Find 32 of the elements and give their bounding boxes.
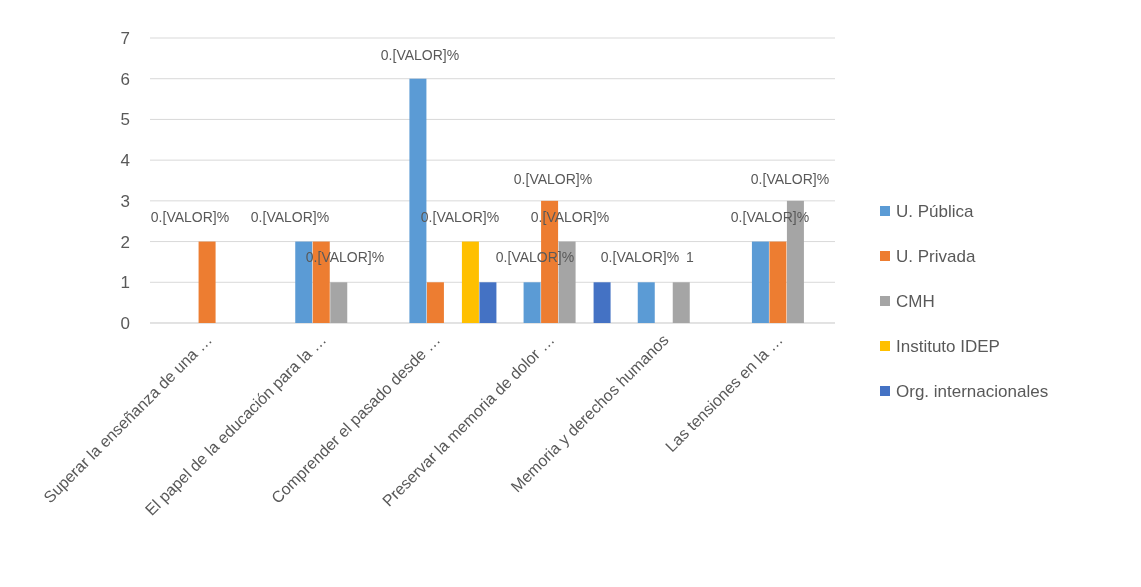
y-tick-label: 2: [120, 232, 130, 252]
annotation: 0.[VALOR]%: [730, 209, 810, 225]
y-tick-label: 5: [120, 110, 130, 130]
legend-label: CMH: [896, 291, 935, 311]
y-tick-label: 0: [120, 313, 130, 333]
bar: [672, 282, 690, 323]
y-tick-label: 7: [120, 28, 130, 48]
legend-label: Instituto IDEP: [896, 336, 1000, 356]
bar: [523, 282, 541, 323]
legend-label: U. Privada: [896, 246, 976, 266]
annotation: 0.[VALOR]%: [150, 209, 230, 225]
bar: [330, 282, 348, 323]
annotation: 0.[VALOR]%: [380, 47, 460, 63]
bar: [769, 241, 787, 323]
annotation: 0.[VALOR]%: [513, 171, 593, 187]
annotation: 0.[VALOR]%: [750, 171, 830, 187]
legend-label: U. Pública: [896, 201, 975, 221]
bar: [198, 241, 216, 323]
bar: [593, 282, 611, 323]
y-tick-label: 3: [120, 191, 130, 211]
y-tick-label: 1: [120, 273, 130, 293]
legend-label: Org. internacionales: [896, 381, 1049, 401]
annotation: 0.[VALOR]%: [250, 209, 330, 225]
bar: [426, 282, 444, 323]
y-tick-label: 6: [120, 69, 130, 89]
annotation: 0.[VALOR]%: [600, 249, 680, 265]
annotation: 1: [686, 249, 695, 265]
bar: [461, 241, 479, 323]
bar: [479, 282, 497, 323]
bar: [751, 241, 769, 323]
bar: [637, 282, 655, 323]
y-tick-label: 4: [120, 151, 130, 171]
